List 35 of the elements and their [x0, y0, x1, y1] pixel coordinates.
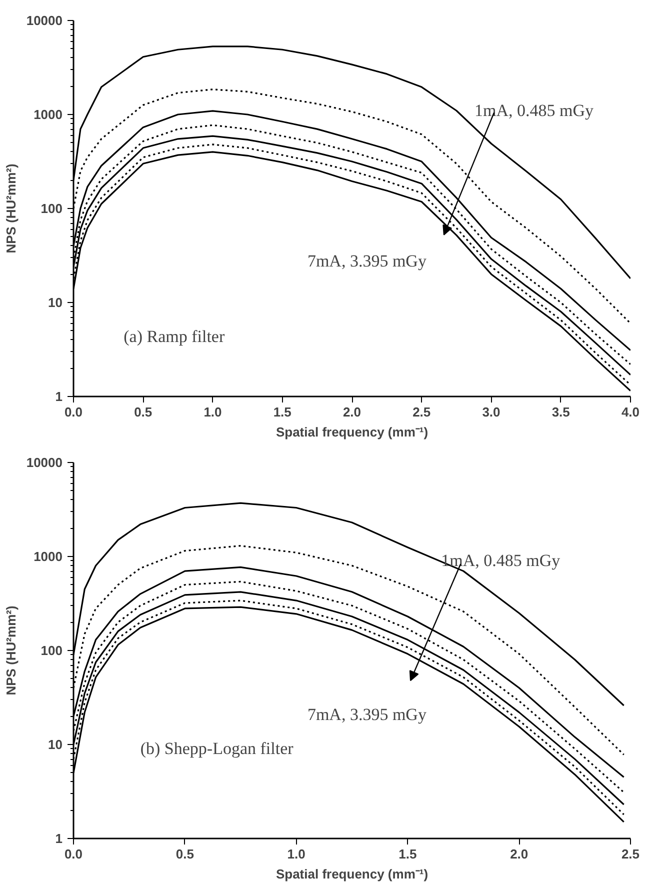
annotation: 1mA, 0.485 mGy	[474, 101, 594, 120]
y-tick-label: 100	[40, 643, 63, 658]
x-tick-label: 3.5	[552, 404, 570, 420]
annotation: (b) Shepp-Logan filter	[140, 738, 294, 758]
y-tick-label: 10000	[26, 13, 63, 28]
annotation: 1mA, 0.485 mGy	[441, 550, 561, 570]
y-axis-title: NPS (HU²mm²)	[3, 164, 18, 254]
y-tick-label: 1	[55, 831, 63, 846]
x-tick-label: 3.0	[482, 404, 500, 420]
x-tick-label: 0.5	[134, 404, 152, 420]
annotation: 7mA, 3.395 mGy	[307, 252, 427, 271]
y-tick-label: 100	[40, 201, 63, 216]
y-tick-label: 10	[48, 295, 63, 310]
y-tick-label: 10000	[26, 455, 63, 470]
y-axis-title: NPS (HU²mm²)	[3, 606, 18, 696]
annotation: (a) Ramp filter	[124, 326, 225, 346]
y-tick-label: 1	[55, 389, 63, 404]
x-axis-title: Spatial frequency (mm⁻¹)	[276, 866, 428, 882]
x-tick-label: 1.5	[398, 846, 417, 862]
x-tick-label: 4.0	[621, 404, 640, 420]
x-tick-label: 1.0	[204, 404, 222, 420]
x-tick-label: 2.0	[342, 404, 362, 420]
y-tick-label: 1000	[34, 107, 62, 122]
y-tick-label: 10	[48, 737, 63, 752]
y-tick-label: 1000	[34, 549, 62, 564]
x-tick-label: 1.0	[287, 846, 306, 862]
x-tick-label: 2.5	[412, 404, 431, 420]
x-tick-label: 2.0	[510, 846, 528, 862]
x-tick-label: 1.5	[273, 404, 292, 420]
x-tick-label: 2.5	[621, 846, 640, 862]
x-axis-title: Spatial frequency (mm⁻¹)	[276, 424, 428, 440]
x-tick-label: 0.0	[64, 404, 83, 420]
x-tick-label: 0.5	[176, 846, 194, 862]
x-tick-label: 0.0	[64, 846, 83, 862]
annotation: 7mA, 3.395 mGy	[307, 704, 427, 724]
